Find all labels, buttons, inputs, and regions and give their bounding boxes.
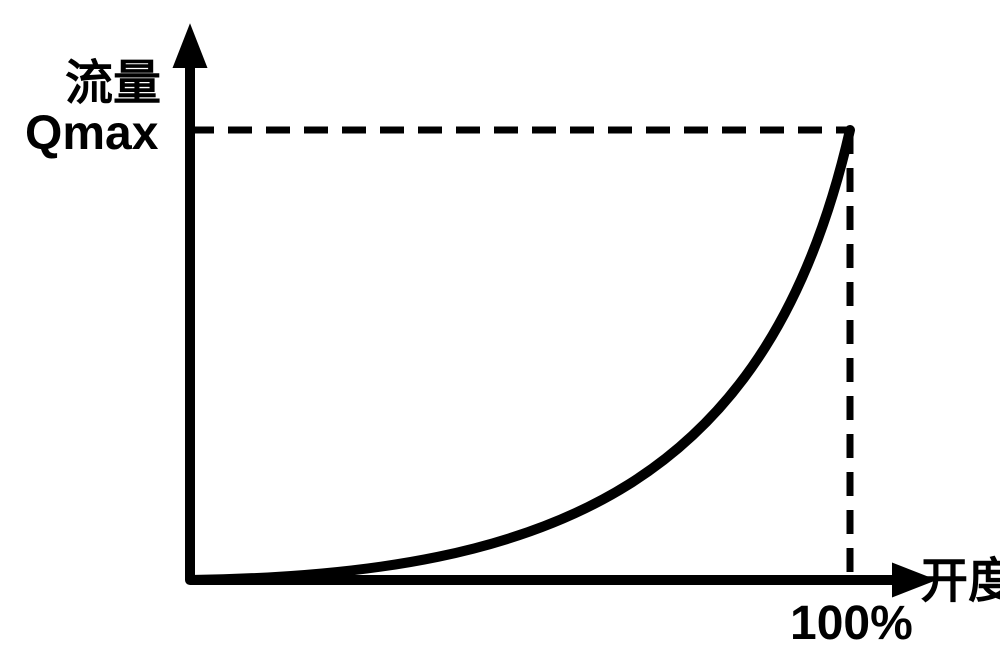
x-axis-title: 开度 — [920, 556, 1000, 609]
y-axis-arrowhead — [173, 23, 208, 68]
valve-flow-chart: 流量 Qmax 100% 开度 — [0, 0, 1000, 672]
x-axis-tick-100pct: 100% — [790, 598, 913, 651]
flow-vs-opening-curve — [190, 130, 850, 580]
y-axis-title: 流量 — [65, 58, 161, 111]
y-axis-tick-qmax: Qmax — [25, 108, 158, 161]
